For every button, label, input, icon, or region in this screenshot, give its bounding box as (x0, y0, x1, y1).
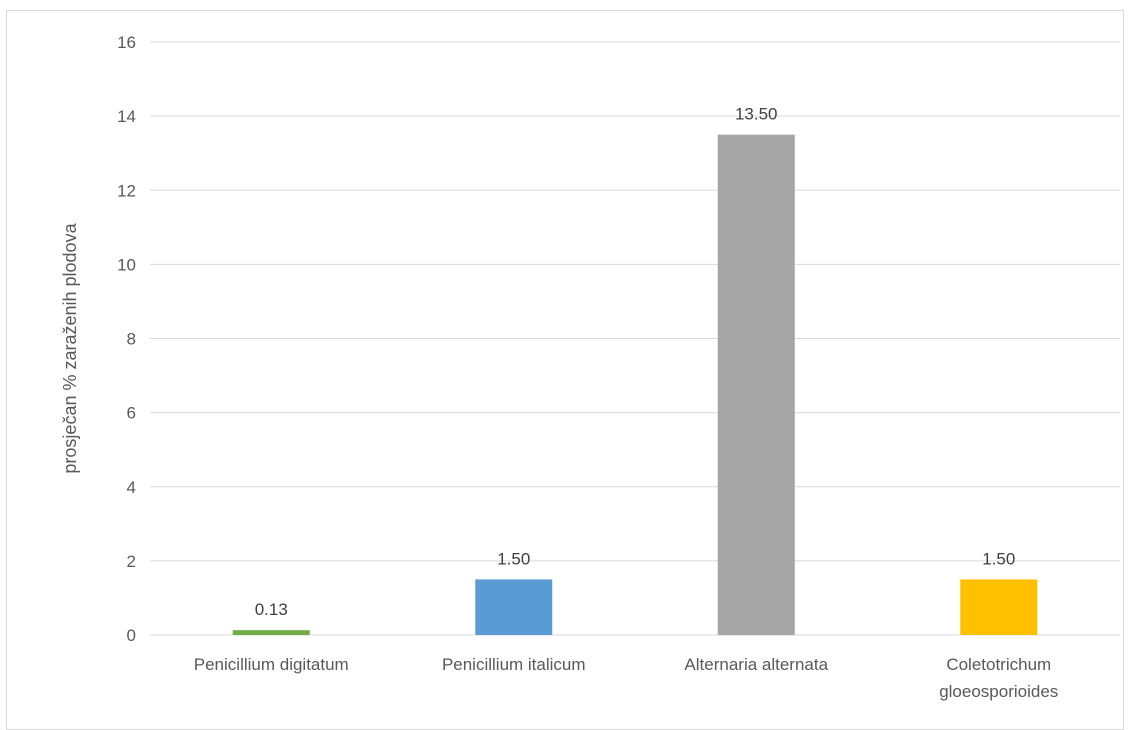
data-label: 1.50 (982, 549, 1015, 568)
x-tick-label: Alternaria alternata (684, 655, 828, 674)
y-axis-ticks: 0 2 4 6 8 10 12 14 16 (117, 33, 136, 645)
bar (960, 579, 1038, 635)
bar-chart: 0 2 4 6 8 10 12 14 16 0.13 1.50 13.50 1.50 Penicill… (60, 33, 1120, 701)
x-tick-label: Coletotrichum (946, 655, 1051, 674)
data-label: 13.50 (735, 105, 778, 124)
x-tick-label: Penicillium italicum (442, 655, 586, 674)
y-tick-label: 14 (117, 107, 136, 126)
y-tick-label: 10 (117, 255, 136, 274)
data-label: 0.13 (255, 600, 288, 619)
y-tick-label: 6 (127, 404, 136, 423)
bar (475, 579, 553, 635)
y-tick-label: 12 (117, 181, 136, 200)
x-tick-label: Penicillium digitatum (194, 655, 349, 674)
x-tick-label: gloeosporioides (939, 682, 1058, 701)
y-tick-label: 16 (117, 33, 136, 52)
y-axis-title: prosječan % zaraženih plodova (60, 222, 80, 473)
y-tick-label: 8 (127, 330, 136, 349)
x-axis-ticks: Penicillium digitatum Penicillium italicu… (194, 655, 1059, 701)
y-tick-label: 4 (127, 478, 136, 497)
data-label: 1.50 (497, 549, 530, 568)
bar (232, 630, 310, 635)
chart-frame (6, 10, 1124, 730)
y-tick-label: 0 (127, 626, 136, 645)
bars (232, 134, 1038, 635)
bar (717, 134, 795, 635)
gridlines (150, 41, 1120, 636)
y-tick-label: 2 (127, 552, 136, 571)
data-labels: 0.13 1.50 13.50 1.50 (255, 105, 1016, 620)
